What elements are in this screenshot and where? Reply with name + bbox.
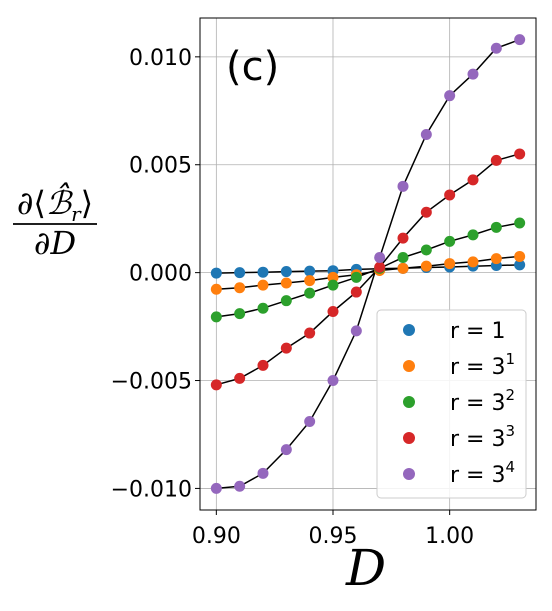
y-tick-label: −0.005 (111, 370, 192, 395)
data-point (514, 259, 526, 271)
data-point (210, 283, 222, 295)
y-axis-label: ∂⟨ℬ̂r⟩ ∂D (13, 182, 97, 262)
data-point (420, 244, 432, 256)
data-point (210, 482, 222, 494)
data-point (234, 308, 246, 320)
x-tick-label: 1.00 (425, 524, 474, 549)
data-point (350, 286, 362, 298)
data-point (327, 305, 339, 317)
data-point (234, 372, 246, 384)
data-point (514, 250, 526, 262)
data-point (280, 342, 292, 354)
data-point (304, 265, 316, 277)
legend-box (376, 309, 527, 499)
data-point (490, 221, 502, 233)
data-point (327, 375, 339, 387)
y-tick-label: 0.000 (129, 262, 192, 287)
data-point (444, 90, 456, 102)
legend-marker (403, 468, 415, 480)
data-point (304, 275, 316, 287)
data-point (420, 206, 432, 218)
data-point (467, 68, 479, 80)
data-point (257, 302, 269, 314)
data-point (210, 267, 222, 279)
data-point (397, 180, 409, 192)
data-point (490, 154, 502, 166)
data-point (280, 295, 292, 307)
legend-entry-label: r = 31 (450, 350, 515, 380)
data-point (257, 266, 269, 278)
data-point (397, 252, 409, 264)
y-tick-label: 0.005 (129, 154, 192, 179)
data-point (234, 480, 246, 492)
legend-entry-label: r = 1 (450, 319, 505, 344)
data-point (304, 287, 316, 299)
data-point (234, 267, 246, 279)
data-point (420, 260, 432, 272)
y-tick-label: 0.010 (129, 46, 192, 71)
data-point (210, 379, 222, 391)
data-point (374, 252, 386, 264)
legend-marker (403, 432, 415, 444)
tick-layer: 0.90 0.95 1.00 −0.010 −0.005 0.000 0.005 0.010 (111, 46, 475, 549)
data-point (257, 467, 269, 479)
data-point (514, 34, 526, 46)
data-point (444, 258, 456, 270)
data-point (257, 279, 269, 291)
data-point (350, 271, 362, 283)
data-point (304, 416, 316, 428)
legend-marker (403, 360, 415, 372)
data-point (280, 266, 292, 278)
data-point (280, 277, 292, 289)
x-axis-label: D (345, 539, 386, 597)
plot-frame (199, 17, 537, 511)
data-point (514, 217, 526, 229)
data-point (397, 232, 409, 244)
data-point (397, 262, 409, 274)
data-point (280, 444, 292, 456)
data-point (490, 253, 502, 265)
data-point (327, 279, 339, 291)
data-point (444, 235, 456, 247)
legend-marker (403, 324, 415, 336)
data-point (490, 42, 502, 54)
y-axis-label-denominator: ∂D (34, 224, 76, 262)
legend-marker (403, 396, 415, 408)
data-point (420, 129, 432, 141)
panel-label: (c) (226, 44, 279, 90)
data-point (444, 189, 456, 201)
data-point (234, 282, 246, 294)
legend: r = 1 r = 31 r = 32 r = 33 r = 34 (376, 309, 527, 499)
series-points (210, 34, 526, 494)
data-point (514, 148, 526, 160)
legend-entry-label: r = 32 (450, 386, 515, 416)
data-point (467, 174, 479, 186)
data-point (350, 325, 362, 337)
y-axis-label-numerator: ∂⟨ℬ̂r⟩ (17, 182, 93, 226)
data-point (257, 359, 269, 371)
legend-entry-label: r = 34 (450, 458, 515, 488)
x-tick-label: 0.95 (309, 524, 358, 549)
y-tick-label: −0.010 (111, 477, 192, 502)
data-point (467, 229, 479, 241)
x-tick-label: 0.90 (192, 524, 241, 549)
data-point (304, 327, 316, 339)
data-point (467, 256, 479, 268)
data-point (210, 311, 222, 323)
data-point (327, 271, 339, 283)
legend-entry-label: r = 33 (450, 422, 515, 452)
data-point (374, 261, 386, 273)
